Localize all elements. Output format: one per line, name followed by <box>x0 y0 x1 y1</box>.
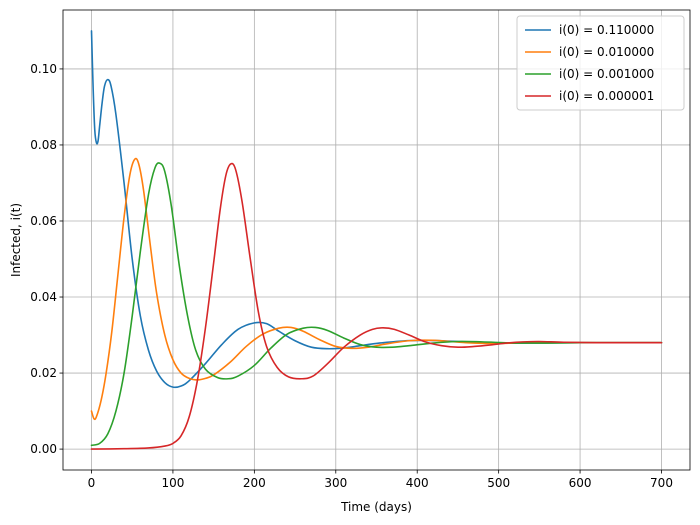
x-tick-label: 200 <box>243 476 266 490</box>
x-tick-label: 500 <box>487 476 510 490</box>
y-axis-ticks: 0.00 0.02 0.04 0.06 0.08 0.10 <box>30 62 63 456</box>
legend-label: i(0) = 0.010000 <box>559 45 654 59</box>
y-tick-label: 0.06 <box>30 214 57 228</box>
x-tick-label: 0 <box>88 476 96 490</box>
series-lines <box>90 30 663 450</box>
x-axis-ticks: 0 100 200 300 400 500 600 700 <box>88 470 673 490</box>
y-axis-label: Infected, i(t) <box>9 203 23 277</box>
x-tick-label: 600 <box>569 476 592 490</box>
y-tick-label: 0.04 <box>30 290 57 304</box>
x-tick-label: 700 <box>650 476 673 490</box>
legend-label: i(0) = 0.000001 <box>559 89 654 103</box>
x-tick-label: 400 <box>406 476 429 490</box>
legend-label: i(0) = 0.001000 <box>559 67 654 81</box>
legend-label: i(0) = 0.110000 <box>559 23 654 37</box>
legend: i(0) = 0.110000 i(0) = 0.010000 i(0) = 0.0… <box>516 15 685 111</box>
x-axis-label: Time (days) <box>340 500 412 514</box>
y-tick-label: 0.00 <box>30 442 57 456</box>
y-tick-label: 0.10 <box>30 62 57 76</box>
plot-frame <box>62 9 691 471</box>
series-line-4 <box>90 162 663 450</box>
x-tick-label: 100 <box>161 476 184 490</box>
legend-box <box>516 15 685 111</box>
y-tick-label: 0.08 <box>30 138 57 152</box>
series-line-3 <box>90 162 663 447</box>
y-tick-label: 0.02 <box>30 366 57 380</box>
grid <box>63 10 690 470</box>
x-tick-label: 300 <box>324 476 347 490</box>
